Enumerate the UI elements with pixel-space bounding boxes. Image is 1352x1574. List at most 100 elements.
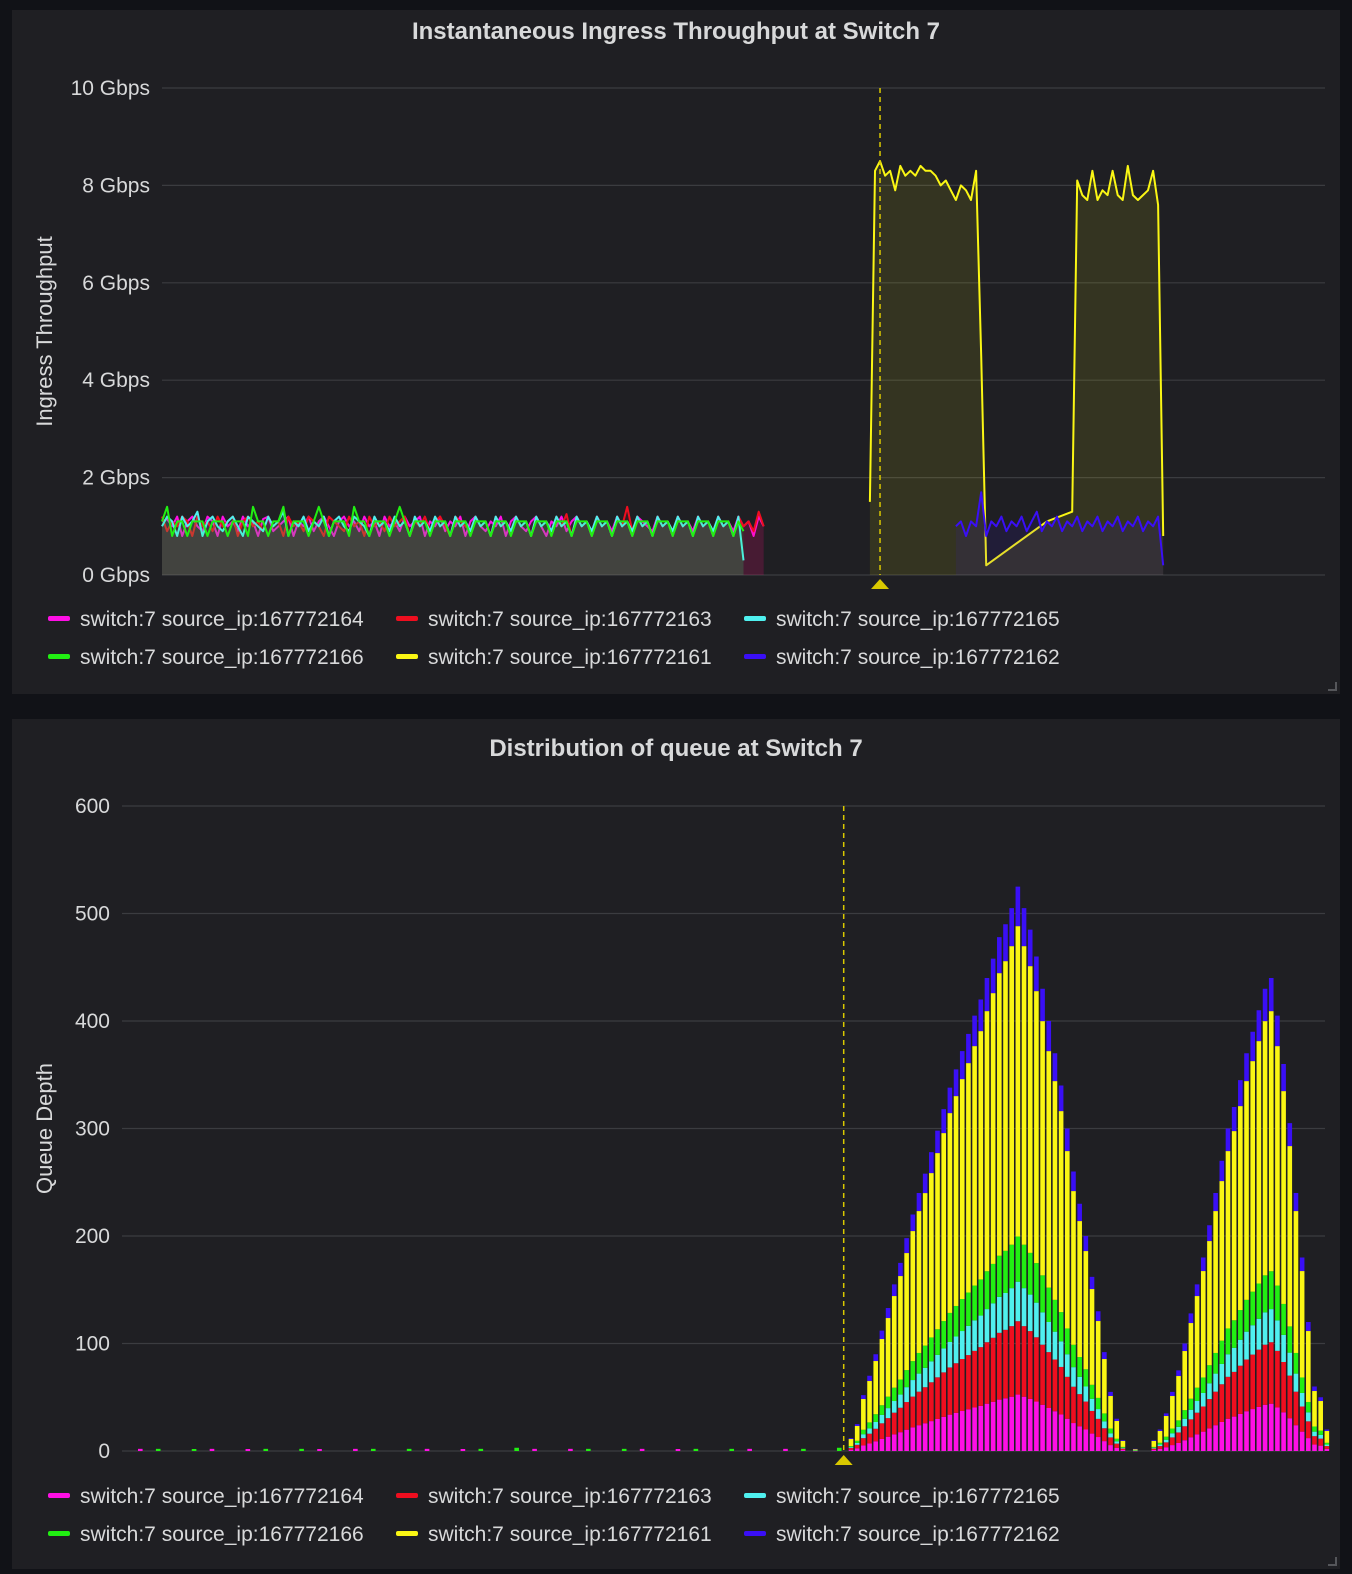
queue-bar-segment[interactable] bbox=[1200, 1257, 1206, 1272]
queue-bar-segment[interactable] bbox=[972, 1046, 977, 1286]
queue-bar-segment[interactable] bbox=[978, 1279, 984, 1316]
queue-bar-segment[interactable] bbox=[1262, 1275, 1268, 1313]
queue-bar-segment[interactable] bbox=[1318, 1434, 1323, 1439]
queue-bar-segment[interactable] bbox=[978, 999, 984, 1032]
queue-bar-segment[interactable] bbox=[1299, 1406, 1305, 1432]
queue-bar-segment[interactable] bbox=[1065, 1418, 1070, 1451]
queue-bar-segment[interactable] bbox=[984, 978, 990, 1012]
queue-bar-segment[interactable] bbox=[1262, 988, 1268, 1022]
queue-bar-segment[interactable] bbox=[1095, 1437, 1101, 1451]
queue-bar-segment[interactable] bbox=[1281, 1064, 1286, 1092]
queue-bar-segment[interactable] bbox=[1244, 1081, 1249, 1300]
queue-bar-segment[interactable] bbox=[861, 1429, 866, 1435]
queue-bar-segment[interactable] bbox=[1213, 1373, 1218, 1392]
queue-bar-segment[interactable] bbox=[1293, 1425, 1299, 1451]
queue-bar-segment[interactable] bbox=[1219, 1340, 1225, 1364]
queue-bar-segment[interactable] bbox=[1102, 1359, 1107, 1414]
queue-bar-segment[interactable] bbox=[1058, 1111, 1064, 1313]
queue-bar-segment[interactable] bbox=[1040, 1312, 1045, 1345]
queue-bar-segment[interactable] bbox=[898, 1432, 903, 1451]
queue-bar-segment[interactable] bbox=[1015, 1394, 1021, 1451]
queue-bar-segment[interactable] bbox=[1275, 1320, 1280, 1351]
queue-bar-segment[interactable] bbox=[1157, 1431, 1163, 1443]
queue-bar-segment[interactable] bbox=[1312, 1426, 1317, 1432]
queue-bar-segment[interactable] bbox=[1089, 1410, 1095, 1434]
queue-bar-segment[interactable] bbox=[1306, 1322, 1311, 1332]
queue-bar-segment[interactable] bbox=[1256, 1349, 1262, 1407]
queue-bar-segment[interactable] bbox=[941, 1133, 946, 1322]
queue-bar[interactable] bbox=[370, 1448, 376, 1451]
queue-bar-segment[interactable] bbox=[966, 1325, 971, 1356]
queue-bar-segment[interactable] bbox=[997, 1399, 1002, 1451]
queue-bar-segment[interactable] bbox=[1120, 1447, 1126, 1449]
queue-bar-segment[interactable] bbox=[1114, 1438, 1120, 1442]
queue-bar-segment[interactable] bbox=[1083, 1401, 1089, 1430]
queue-bar-segment[interactable] bbox=[1102, 1413, 1107, 1422]
queue-bar-segment[interactable] bbox=[1046, 1287, 1052, 1322]
queue-bar-segment[interactable] bbox=[910, 1380, 916, 1397]
queue-bar[interactable] bbox=[675, 1449, 681, 1451]
queue-bar-segment[interactable] bbox=[904, 1387, 909, 1403]
queue-bar-segment[interactable] bbox=[1306, 1401, 1311, 1413]
queue-bar-segment[interactable] bbox=[1102, 1441, 1107, 1451]
queue-bar-segment[interactable] bbox=[1312, 1436, 1317, 1445]
queue-bar[interactable] bbox=[406, 1448, 412, 1451]
queue-bar-segment[interactable] bbox=[1034, 1401, 1039, 1451]
legend-item[interactable]: switch:7 source_ip:167772161 bbox=[396, 646, 712, 670]
queue-bar-segment[interactable] bbox=[1102, 1421, 1107, 1429]
queue-bar-segment[interactable] bbox=[1299, 1377, 1305, 1393]
legend-item[interactable]: switch:7 source_ip:167772162 bbox=[744, 1523, 1060, 1547]
queue-bar-segment[interactable] bbox=[997, 1296, 1002, 1333]
queue-bar-segment[interactable] bbox=[1120, 1441, 1126, 1447]
queue-bar[interactable] bbox=[478, 1448, 484, 1451]
queue-bar-segment[interactable] bbox=[1065, 1328, 1070, 1355]
queue-bar-segment[interactable] bbox=[1046, 1051, 1052, 1288]
queue-bar-segment[interactable] bbox=[1182, 1410, 1188, 1419]
queue-bar-segment[interactable] bbox=[1176, 1432, 1181, 1443]
legend-item[interactable]: switch:7 source_ip:167772166 bbox=[48, 1523, 364, 1547]
queue-bar-segment[interactable] bbox=[1200, 1406, 1206, 1432]
queue-bar-segment[interactable] bbox=[953, 1363, 959, 1413]
legend-item[interactable]: switch:7 source_ip:167772162 bbox=[744, 646, 1060, 670]
queue-bar-segment[interactable] bbox=[1194, 1387, 1200, 1402]
queue-bar-segment[interactable] bbox=[1244, 1331, 1249, 1360]
queue-bar-segment[interactable] bbox=[935, 1130, 940, 1154]
queue-bar-segment[interactable] bbox=[1293, 1391, 1299, 1426]
queue-bar-segment[interactable] bbox=[1021, 908, 1027, 947]
queue-bar[interactable] bbox=[424, 1448, 430, 1451]
queue-bar[interactable] bbox=[209, 1448, 215, 1451]
queue-bar-segment[interactable] bbox=[1114, 1421, 1120, 1439]
queue-bar-segment[interactable] bbox=[935, 1418, 940, 1451]
queue-bar-segment[interactable] bbox=[1071, 1423, 1076, 1451]
queue-bar-segment[interactable] bbox=[972, 1350, 977, 1408]
queue-bar-segment[interactable] bbox=[1071, 1191, 1076, 1345]
queue-bar-segment[interactable] bbox=[1312, 1444, 1317, 1451]
queue-bar-segment[interactable] bbox=[1163, 1442, 1169, 1448]
queue-bar-segment[interactable] bbox=[1312, 1431, 1317, 1437]
queue-bar-segment[interactable] bbox=[848, 1438, 854, 1440]
queue-bar-segment[interactable] bbox=[898, 1262, 903, 1277]
queue-bar-segment[interactable] bbox=[1052, 1053, 1058, 1082]
queue-bar-segment[interactable] bbox=[1176, 1376, 1181, 1421]
queue-bar-segment[interactable] bbox=[1009, 908, 1014, 947]
queue-bar-segment[interactable] bbox=[1009, 1396, 1014, 1451]
queue-bar-segment[interactable] bbox=[1021, 1396, 1027, 1451]
queue-bar-segment[interactable] bbox=[929, 1337, 934, 1362]
queue-bar-segment[interactable] bbox=[1120, 1449, 1126, 1451]
queue-bar-segment[interactable] bbox=[1034, 1337, 1039, 1402]
queue-bar-segment[interactable] bbox=[990, 958, 996, 994]
queue-bar-segment[interactable] bbox=[1182, 1440, 1188, 1451]
queue-bar-segment[interactable] bbox=[1287, 1326, 1293, 1353]
queue-bar[interactable] bbox=[568, 1448, 573, 1451]
queue-bar-segment[interactable] bbox=[1021, 1326, 1027, 1397]
queue-bar[interactable] bbox=[729, 1448, 735, 1451]
legend-item[interactable]: switch:7 source_ip:167772163 bbox=[396, 608, 712, 632]
queue-bar-segment[interactable] bbox=[1003, 1398, 1008, 1451]
queue-bar-segment[interactable] bbox=[1231, 1416, 1237, 1451]
queue-bar-segment[interactable] bbox=[972, 1285, 977, 1321]
queue-bar-segment[interactable] bbox=[1256, 1318, 1262, 1350]
queue-bar-segment[interactable] bbox=[1065, 1354, 1070, 1377]
queue-bar-segment[interactable] bbox=[929, 1421, 934, 1451]
queue-bar-segment[interactable] bbox=[959, 1299, 965, 1332]
queue-bar-segment[interactable] bbox=[1151, 1448, 1157, 1450]
